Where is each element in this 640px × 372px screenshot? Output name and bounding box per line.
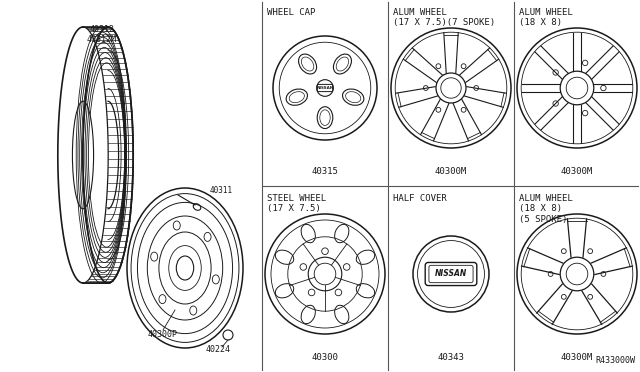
Text: R433000W: R433000W [595,356,635,365]
Text: 40315: 40315 [312,167,339,176]
Text: 40311: 40311 [210,186,233,195]
Text: (18 X 8): (18 X 8) [519,204,562,213]
Text: NISSAN: NISSAN [316,86,333,90]
Text: 40300P: 40300P [148,330,178,339]
Text: 40312: 40312 [90,25,115,34]
Text: (17 X 7.5)(7 SPOKE): (17 X 7.5)(7 SPOKE) [393,18,495,27]
Text: (5 SPOKE): (5 SPOKE) [519,215,568,224]
Text: 40300: 40300 [312,353,339,362]
Text: 40300M: 40300M [435,167,467,176]
Text: ALUM WHEEL: ALUM WHEEL [519,194,573,203]
Text: ALUM WHEEL: ALUM WHEEL [519,8,573,17]
Text: WHEEL CAP: WHEEL CAP [267,8,316,17]
Text: HALF COVER: HALF COVER [393,194,447,203]
Text: 40224: 40224 [205,345,230,354]
Text: (17 X 7.5): (17 X 7.5) [267,204,321,213]
Text: STEEL WHEEL: STEEL WHEEL [267,194,326,203]
Text: ALUM WHEEL: ALUM WHEEL [393,8,447,17]
Text: (18 X 8): (18 X 8) [519,18,562,27]
Text: 40300M: 40300M [561,167,593,176]
Text: 40312M: 40312M [87,35,117,44]
Text: 40300M: 40300M [561,353,593,362]
Text: NISSAN: NISSAN [435,269,467,279]
Text: 40343: 40343 [438,353,465,362]
